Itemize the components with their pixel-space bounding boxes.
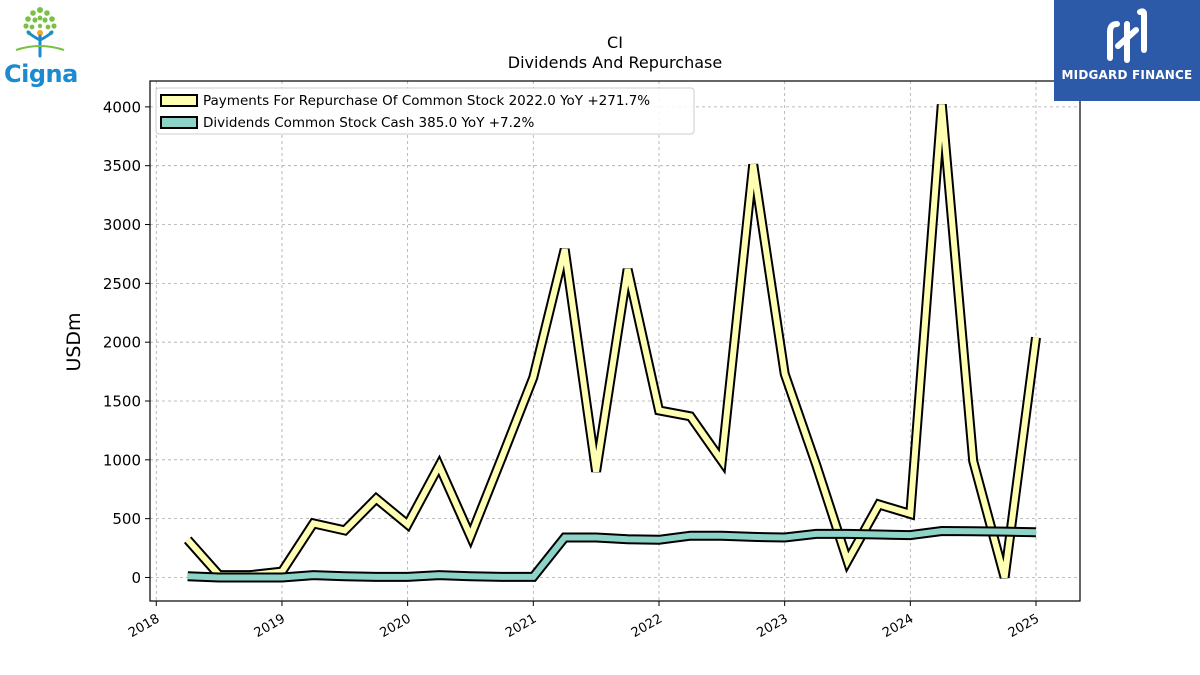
chart-title: CI (607, 33, 623, 52)
y-tick-label: 3000 (103, 216, 141, 234)
series-1 (183, 104, 1041, 581)
tree-icon (15, 7, 65, 58)
x-tick-label: 2023 (755, 611, 791, 641)
y-tick-label: 1500 (103, 393, 141, 411)
plot-frame (149, 80, 1081, 602)
series-layer (183, 104, 1041, 583)
series-line (185, 104, 1039, 579)
legend-entry: Payments For Repurchase Of Common Stock … (203, 93, 650, 109)
legend: Payments For Repurchase Of Common Stock … (155, 87, 695, 135)
y-tick-label: 2500 (103, 275, 141, 293)
series-2 (187, 525, 1037, 583)
x-tick-label: 2022 (629, 611, 665, 641)
cigna-logo: Cigna (2, 4, 84, 88)
y-tick-label: 500 (112, 510, 141, 528)
x-tick-label: 2019 (252, 611, 288, 641)
y-tick-label: 4000 (103, 98, 141, 116)
y-tick-label: 1000 (103, 451, 141, 469)
midgard-finance-logo: MIDGARD FINANCE (1054, 0, 1200, 101)
x-tick-label: 2025 (1006, 611, 1042, 641)
y-axis-label: USDm (63, 312, 85, 371)
legend-swatch (160, 94, 198, 107)
legend-box (155, 87, 695, 135)
series-line (187, 527, 1037, 581)
x-tick-label: 2021 (503, 611, 539, 641)
x-axis: 2018 2019 2020 2021 2022 2023 2024 2025 (126, 601, 1042, 641)
y-tick-label: 2000 (103, 334, 141, 352)
legend-entry: Dividends Common Stock Cash 385.0 YoY +7… (203, 115, 535, 131)
cigna-wordmark: Cigna (4, 60, 78, 88)
x-tick-label: 2018 (126, 611, 162, 641)
y-tick-label: 0 (131, 569, 141, 587)
legend-swatch (160, 116, 198, 129)
midgard-emblem-icon (1107, 8, 1147, 63)
y-tick-label: 3500 (103, 157, 141, 175)
x-tick-label: 2020 (377, 611, 413, 641)
midgard-wordmark: MIDGARD FINANCE (1061, 68, 1193, 82)
chart-subtitle: Dividends And Repurchase (508, 53, 722, 72)
x-tick-label: 2024 (880, 611, 916, 641)
y-axis: 0 500 1000 1500 2000 2500 3000 3500 4000 (103, 98, 150, 587)
